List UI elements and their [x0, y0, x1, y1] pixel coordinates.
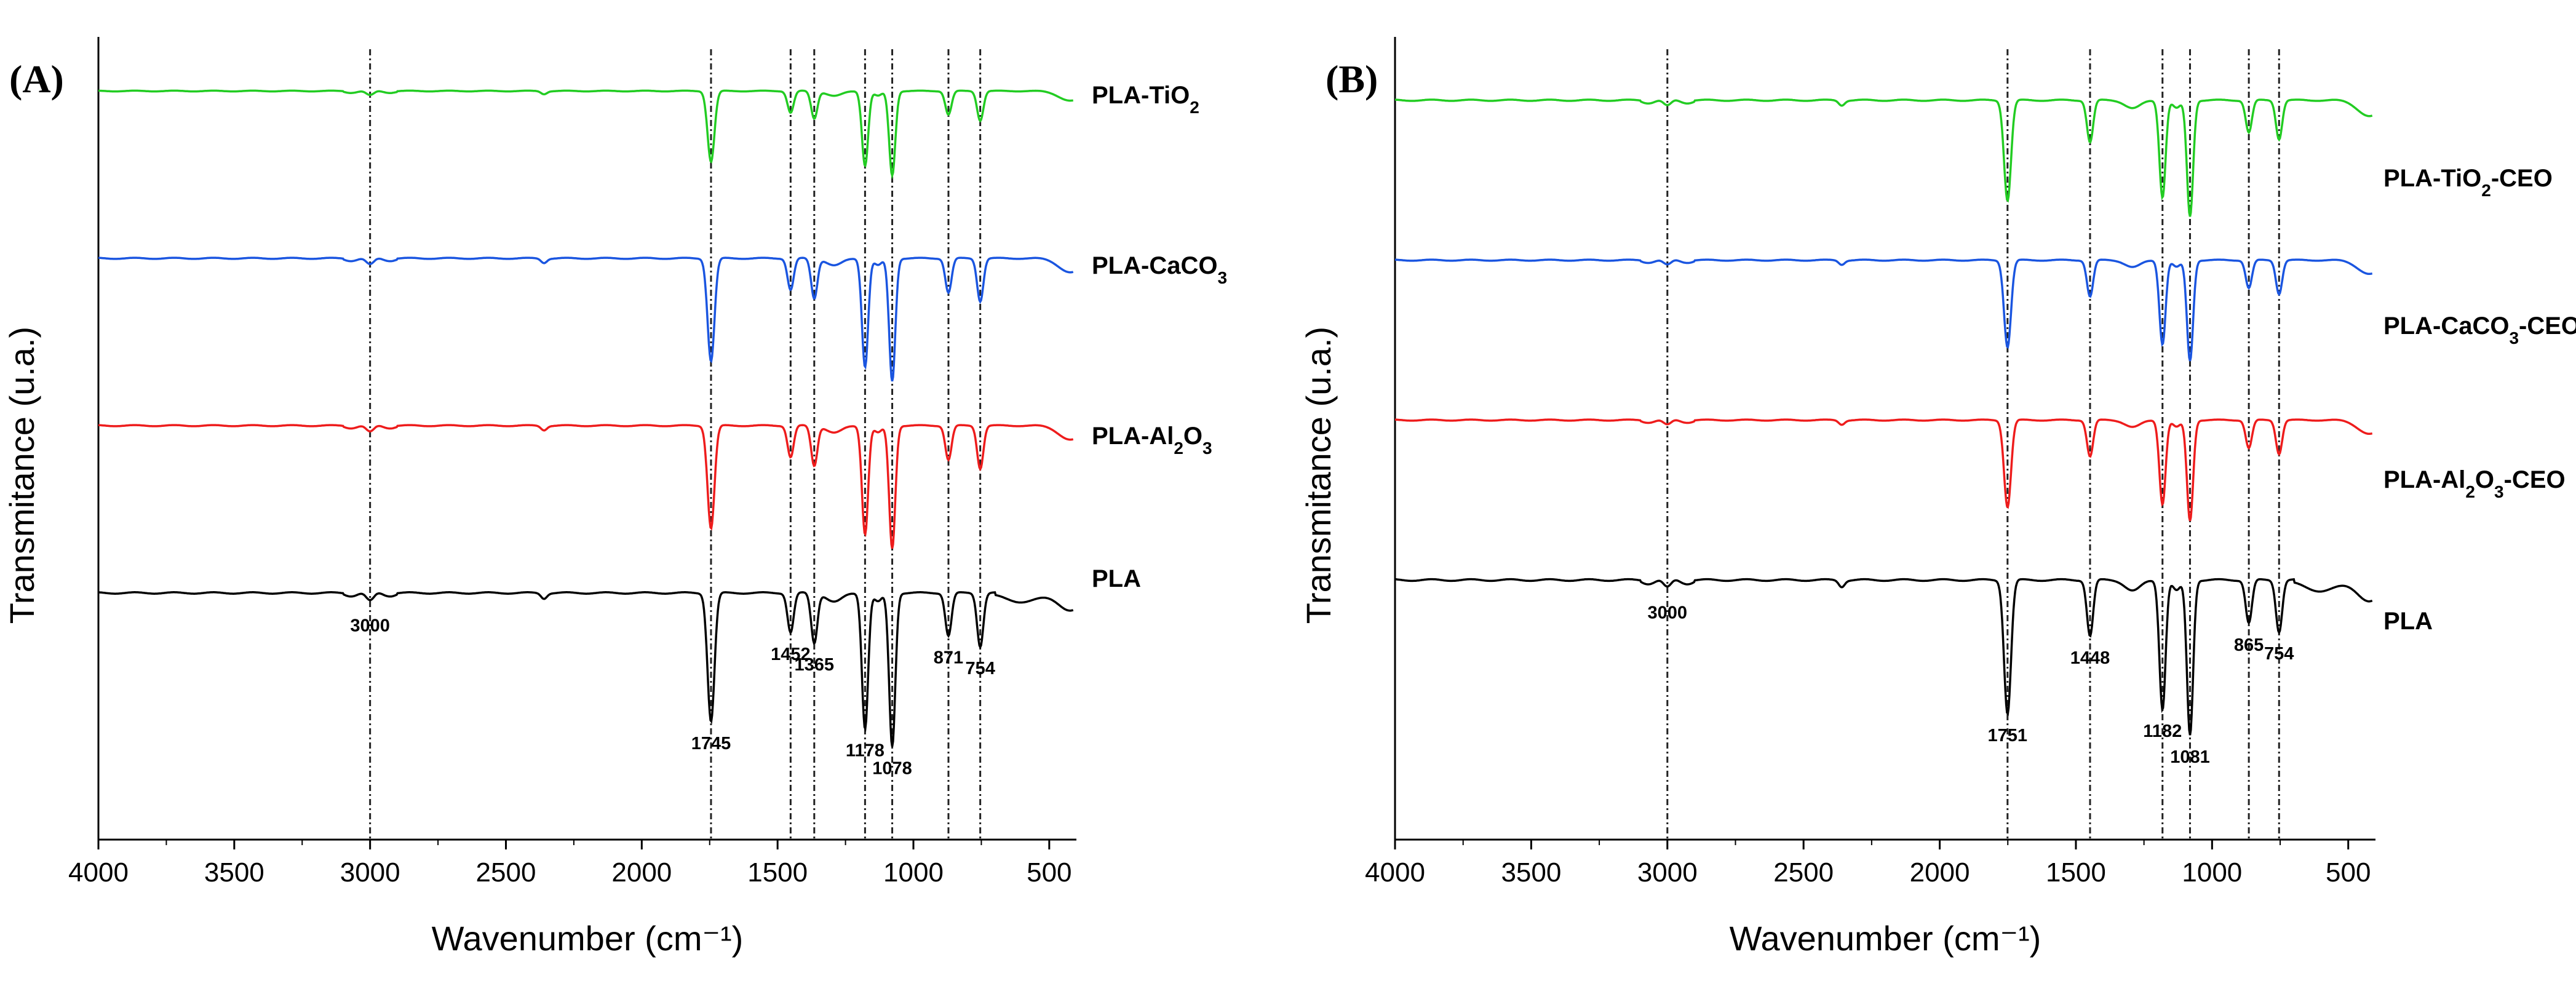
- spectrum-line: [98, 89, 1073, 180]
- peak-label: 1365: [795, 655, 835, 675]
- x-tick-label: 500: [1027, 857, 1071, 888]
- peak-label: 1448: [2070, 648, 2110, 668]
- peak-label: 865: [2234, 635, 2264, 655]
- peak-label: 871: [934, 648, 963, 668]
- peak-label: 754: [965, 659, 995, 678]
- peak-label: 1452: [771, 645, 811, 664]
- y-axis-title: Transmitance (u.a.): [1299, 327, 1338, 624]
- peak-label: 1081: [2170, 747, 2210, 767]
- series-label: PLA: [2383, 608, 2433, 635]
- spectrum-line: [98, 591, 1074, 747]
- x-axis-title: Wavenumber (cm⁻¹): [1730, 919, 2041, 958]
- y-axis-title: Transmitance (u.a.): [2, 327, 41, 624]
- x-tick-label: 2500: [1773, 857, 1834, 888]
- series-label: PLA-CaCO3: [1092, 252, 1227, 287]
- x-tick-label: 3000: [1637, 857, 1698, 888]
- panel-letter: (B): [1326, 57, 1378, 101]
- x-tick-label: 4000: [1365, 857, 1425, 888]
- x-tick-label: 2000: [1910, 857, 1970, 888]
- series-label: PLA-Al2O3: [1092, 423, 1212, 458]
- chart-panel-b: 4000 3500 3000 2500 2000 1500 1000 500 Wavenumbe…: [1299, 37, 2576, 958]
- spectrum-line: [98, 256, 1074, 382]
- series-label: PLA-TiO2: [1092, 82, 1199, 117]
- x-tick-label: 1000: [2182, 857, 2242, 888]
- x-tick-label: 2500: [476, 857, 536, 888]
- x-tick-label: 1500: [2046, 857, 2106, 888]
- x-tick-label: 500: [2326, 857, 2371, 888]
- spectrum-line: [1395, 418, 2373, 522]
- spectrum-line: [1395, 258, 2373, 362]
- peak-label: 1078: [872, 758, 912, 778]
- x-tick-label: 3500: [1501, 857, 1561, 888]
- spectrum-line: [98, 424, 1074, 549]
- peak-label: 754: [2264, 644, 2294, 664]
- spectrum-line: [1395, 98, 2373, 217]
- series-label: PLA-Al2O3-CEO: [2383, 466, 2566, 501]
- series-label: PLA: [1092, 565, 1141, 592]
- series-label: PLA-TiO2-CEO: [2383, 165, 2553, 200]
- peak-label: 1182: [2143, 722, 2182, 741]
- x-tick-label: 2000: [611, 857, 672, 888]
- spectrum-line: [1394, 578, 2373, 736]
- x-axis-title: Wavenumber (cm⁻¹): [432, 919, 744, 958]
- peak-label: 3000: [1648, 603, 1688, 623]
- peak-label: 1751: [1988, 726, 2028, 745]
- peak-label: 3000: [350, 616, 390, 635]
- chart-panel-a: 4000 3500 3000 2500 2000 1500 1000 500 Wavenumbe…: [2, 37, 1227, 958]
- panel-letter: (A): [9, 57, 64, 101]
- x-tick-label: 3000: [340, 857, 400, 888]
- x-tick-label: 4000: [68, 857, 129, 888]
- peak-label: 1178: [846, 741, 885, 760]
- peak-label: 1745: [691, 734, 731, 753]
- x-tick-label: 1500: [747, 857, 808, 888]
- x-tick-label: 3500: [204, 857, 264, 888]
- series-label: PLA-CaCO3-CEO: [2383, 312, 2576, 348]
- x-tick-label: 1000: [883, 857, 944, 888]
